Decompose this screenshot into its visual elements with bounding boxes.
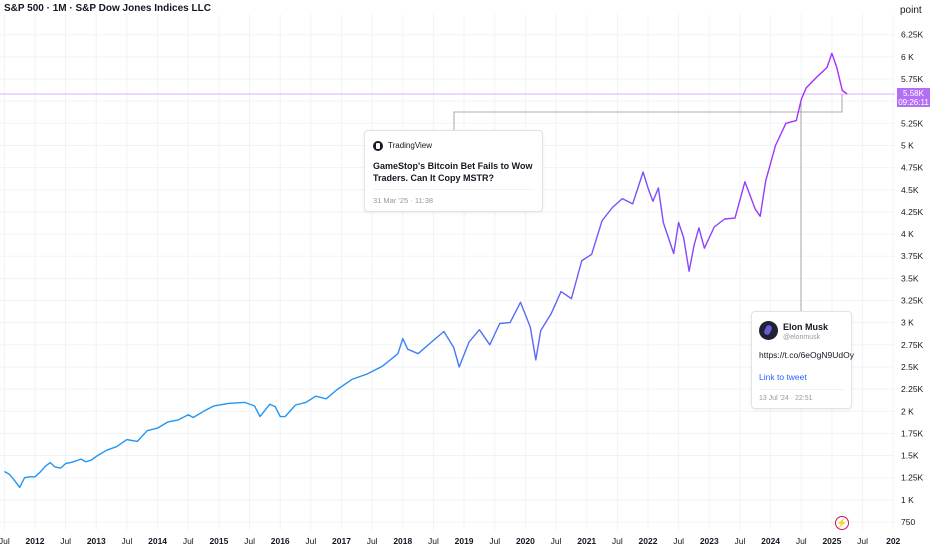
tweet-text[interactable]: https://t.co/6eOgN9UdOy xyxy=(759,350,854,360)
news-divider xyxy=(373,189,534,190)
grid-lines xyxy=(0,14,895,530)
symbol-title[interactable]: S&P 500 · 1M · S&P Dow Jones Indices LLC xyxy=(4,3,211,14)
x-tick-label: 2021 xyxy=(577,536,596,546)
news-card[interactable]: TradingView GameStop's Bitcoin Bet Fails… xyxy=(364,130,543,212)
y-tick-label: 4 K xyxy=(901,229,914,239)
x-tick-label: Jul xyxy=(551,536,562,546)
x-tick-label: 2012 xyxy=(26,536,45,546)
y-tick-label: 1 K xyxy=(901,495,914,505)
y-tick-label: 5 K xyxy=(901,140,914,150)
x-tick-label: Jul xyxy=(60,536,71,546)
y-tick-label: 3 K xyxy=(901,318,914,328)
x-tick-label: 2020 xyxy=(516,536,535,546)
tweet-author-handle: @elonmusk xyxy=(783,334,821,341)
y-tick-label: 1.5K xyxy=(901,451,919,461)
x-tick-label: 2025 xyxy=(822,536,841,546)
x-tick-label: 2022 xyxy=(639,536,658,546)
x-tick-label: 2018 xyxy=(393,536,412,546)
news-source: TradingView xyxy=(388,141,433,150)
x-axis[interactable]: Jul 2012 Jul 2013 Jul 2014 Jul 2015 Jul 2016 Jul 20… xyxy=(0,536,901,546)
y-tick-label: 1.25K xyxy=(901,473,924,483)
bar-countdown: 09:26:11 xyxy=(898,98,929,107)
y-tick-label: 2.25K xyxy=(901,384,924,394)
lightning-icon[interactable]: ⚡ xyxy=(835,516,849,530)
tweet-author-name: Elon Musk xyxy=(783,322,829,332)
series-line[interactable] xyxy=(4,52,848,489)
annotation-connectors xyxy=(453,94,843,311)
x-tick-label: 2016 xyxy=(271,536,290,546)
x-tick-label: Jul xyxy=(428,536,439,546)
y-tick-label: 2 K xyxy=(901,406,914,416)
x-tick-label: Jul xyxy=(244,536,255,546)
y-tick-label: 5.75K xyxy=(901,74,924,84)
y-tick-label: 3.5K xyxy=(901,273,919,283)
x-tick-label: 2013 xyxy=(87,536,106,546)
y-tick-label: 5.25K xyxy=(901,118,924,128)
last-price-tag: 5.58K 09:26:11 xyxy=(897,88,930,107)
tweet-card[interactable]: Elon Musk @elonmusk https://t.co/6eOgN9U… xyxy=(751,311,854,409)
y-tick-label: 4.5K xyxy=(901,185,919,195)
news-headline[interactable]: GameStop's Bitcoin Bet Fails to Wow Trad… xyxy=(373,161,533,183)
x-tick-label: Jul xyxy=(183,536,194,546)
avatar xyxy=(759,321,778,340)
x-tick-label: 2023 xyxy=(700,536,719,546)
y-tick-label: 3.25K xyxy=(901,296,924,306)
x-tick-label: Jul xyxy=(367,536,378,546)
y-tick-label: 6 K xyxy=(901,52,914,62)
x-tick-label: 2019 xyxy=(455,536,474,546)
x-tick-label: 2024 xyxy=(761,536,780,546)
series-group xyxy=(0,52,895,489)
y-tick-label: 4.25K xyxy=(901,207,924,217)
x-tick-label: Jul xyxy=(489,536,500,546)
x-tick-label: 2017 xyxy=(332,536,351,546)
tradingview-logo-icon xyxy=(373,141,383,151)
x-tick-label: 2014 xyxy=(148,536,167,546)
x-tick-label: Jul xyxy=(305,536,316,546)
x-tick-label: Jul xyxy=(857,536,868,546)
y-tick-label: 4.75K xyxy=(901,163,924,173)
y-tick-label: 3.75K xyxy=(901,251,924,261)
y-tick-label: 6.25K xyxy=(901,30,924,40)
tweet-date: 13 Jul '24 · 22:51 xyxy=(759,395,813,402)
tweet-link[interactable]: Link to tweet xyxy=(759,372,807,382)
last-price-value: 5.58K xyxy=(903,89,924,98)
x-tick-label: Jul xyxy=(612,536,623,546)
x-tick-label: 202 xyxy=(886,536,900,546)
news-connector xyxy=(453,94,843,130)
y-tick-label: 750 xyxy=(901,517,915,527)
y-tick-label: 2.75K xyxy=(901,340,924,350)
x-tick-label: Jul xyxy=(673,536,684,546)
y-tick-label: 2.5K xyxy=(901,362,919,372)
news-date: 31 Mar '25 · 11:38 xyxy=(373,196,434,205)
y-tick-label: 1.75K xyxy=(901,428,924,438)
x-tick-label: Jul xyxy=(0,536,10,546)
x-tick-label: 2015 xyxy=(209,536,228,546)
x-tick-label: Jul xyxy=(122,536,133,546)
price-unit-label: point xyxy=(900,5,922,16)
x-tick-label: Jul xyxy=(796,536,807,546)
x-tick-label: Jul xyxy=(735,536,746,546)
tweet-divider xyxy=(759,389,844,390)
